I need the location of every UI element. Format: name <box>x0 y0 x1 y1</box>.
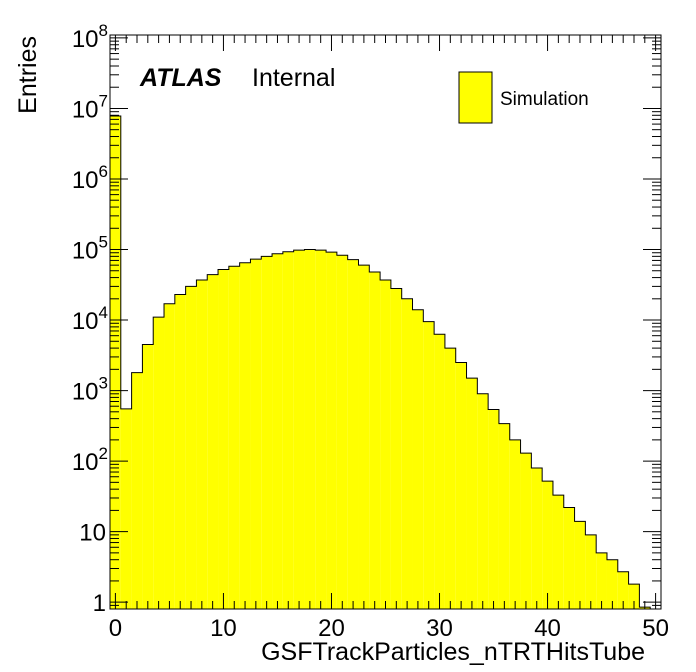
histogram-bar <box>142 344 154 609</box>
histogram-bar <box>228 266 240 609</box>
x-axis-label: GSFTrackParticles_nTRTHitsTube <box>261 638 645 666</box>
histogram-bar <box>563 507 575 609</box>
histogram-bar <box>444 348 456 609</box>
histogram-bar <box>520 453 532 609</box>
y-tick-label: 107 <box>72 91 108 123</box>
legend-entry-simulation: Simulation <box>500 89 589 110</box>
histogram-bar <box>380 279 391 609</box>
histogram-bar <box>347 259 359 609</box>
histogram-bar <box>585 534 597 609</box>
histogram-bar <box>455 362 467 609</box>
y-tick-label: 1 <box>93 590 106 617</box>
histogram-step-outline <box>109 115 651 609</box>
histogram-bar <box>315 250 327 609</box>
histogram-bar <box>110 116 121 610</box>
x-tick-label: 0 <box>109 615 122 642</box>
x-tick-label: 20 <box>318 615 345 642</box>
x-tick-label: 50 <box>642 615 669 642</box>
y-tick-labels: 1 10 102 103 104 105 106 107 108 <box>72 21 108 617</box>
atlas-label: ATLAS <box>139 64 222 92</box>
histogram-bar <box>390 288 402 609</box>
histogram-bar <box>131 372 143 609</box>
histogram-bar <box>466 378 478 609</box>
histogram-bar <box>477 393 489 609</box>
histogram-bar <box>164 303 175 609</box>
plot-frame <box>109 34 662 610</box>
histogram-bar <box>218 269 229 609</box>
x-tick-label: 30 <box>426 615 453 642</box>
histogram-bar <box>239 262 251 609</box>
histogram-bar <box>120 408 132 609</box>
y-axis-label: Entries <box>14 36 42 114</box>
histogram-bar <box>293 250 305 609</box>
histogram-bar <box>401 298 413 609</box>
histogram-bar <box>272 253 283 610</box>
histogram-bar <box>336 255 348 609</box>
y-tick-label: 106 <box>72 162 108 194</box>
histogram-bar <box>261 256 273 609</box>
x-tick-labels: 0 10 20 30 40 50 <box>109 615 669 642</box>
histogram-bar <box>412 309 424 609</box>
histogram-bar <box>196 279 208 609</box>
histogram-bar <box>542 481 553 609</box>
histogram-bar <box>596 552 607 609</box>
histogram-bar <box>606 559 618 609</box>
legend-swatch-simulation <box>458 71 493 124</box>
histogram-bar <box>369 271 381 609</box>
histogram-bar <box>617 571 629 609</box>
y-tick-label: 102 <box>72 444 108 476</box>
internal-label: Internal <box>252 64 335 92</box>
y-tick-label: 103 <box>72 374 108 406</box>
histogram-bar <box>358 265 370 609</box>
x-tick-label: 10 <box>210 615 237 642</box>
histogram-bar <box>153 317 165 609</box>
histogram-bar <box>282 251 294 609</box>
histogram-bar <box>531 467 543 609</box>
histogram-bar <box>488 409 499 609</box>
histogram-bar <box>207 274 219 609</box>
histogram-bar <box>509 439 521 609</box>
histogram-bar <box>574 521 586 609</box>
y-tick-label: 10 <box>79 520 106 547</box>
histogram-bars <box>110 116 651 610</box>
axis-ticks <box>110 35 661 610</box>
y-tick-label: 105 <box>72 233 108 265</box>
histogram-bar <box>185 286 197 609</box>
histogram-bar <box>423 321 435 609</box>
y-tick-label: 108 <box>72 21 108 53</box>
histogram-bar <box>434 334 445 609</box>
x-tick-label: 40 <box>534 615 561 642</box>
histogram-bar <box>326 252 337 609</box>
histogram-bar <box>628 584 640 609</box>
histogram-bar <box>498 423 510 609</box>
histogram-bar <box>250 259 262 609</box>
histogram-bar <box>552 495 564 609</box>
y-tick-label: 104 <box>72 303 108 335</box>
histogram-bar <box>304 249 316 610</box>
histogram-bar <box>174 294 186 609</box>
